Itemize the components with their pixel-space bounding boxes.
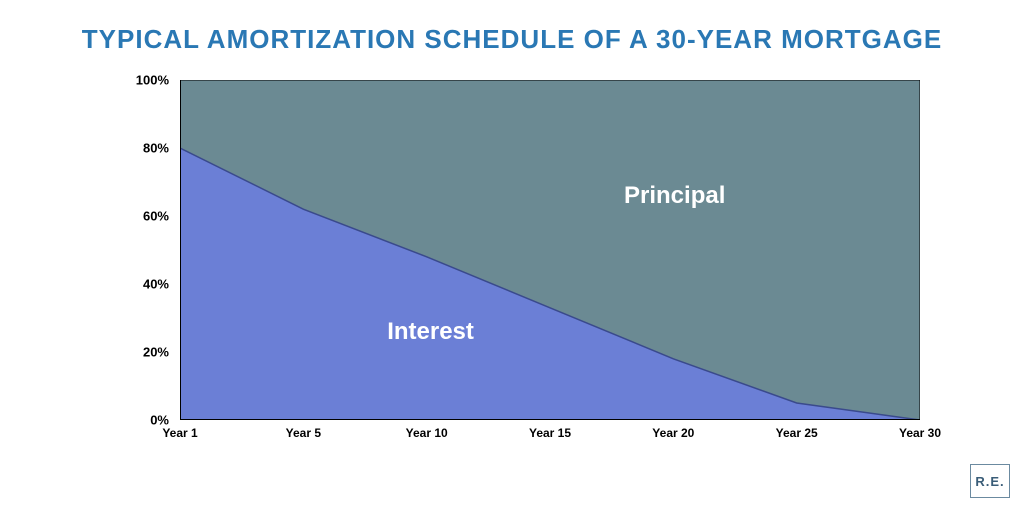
y-tick-label: 60% [143, 209, 169, 224]
brand-logo: R.E. [970, 464, 1010, 498]
x-tick-label: Year 5 [286, 426, 321, 440]
plot-area: Interest Principal [180, 80, 920, 420]
x-tick-label: Year 30 [899, 426, 941, 440]
y-tick-label: 40% [143, 277, 169, 292]
x-tick-label: Year 1 [162, 426, 197, 440]
interest-label: Interest [387, 318, 474, 346]
x-tick-label: Year 15 [529, 426, 571, 440]
chart-svg [180, 80, 920, 420]
x-tick-label: Year 25 [776, 426, 818, 440]
brand-logo-text: R.E. [975, 474, 1004, 489]
principal-label: Principal [624, 182, 725, 210]
y-tick-label: 100% [136, 73, 169, 88]
y-axis-ticks: 0%20%40%60%80%100% [120, 80, 175, 420]
x-tick-label: Year 10 [406, 426, 448, 440]
chart-title: TYPICAL AMORTIZATION SCHEDULE OF A 30-YE… [0, 0, 1024, 55]
y-tick-label: 80% [143, 141, 169, 156]
x-tick-label: Year 20 [652, 426, 694, 440]
amortization-chart: 0%20%40%60%80%100% Interest Principal Ye… [120, 80, 920, 450]
y-tick-label: 20% [143, 345, 169, 360]
x-axis-ticks: Year 1Year 5Year 10Year 15Year 20Year 25… [180, 420, 920, 450]
